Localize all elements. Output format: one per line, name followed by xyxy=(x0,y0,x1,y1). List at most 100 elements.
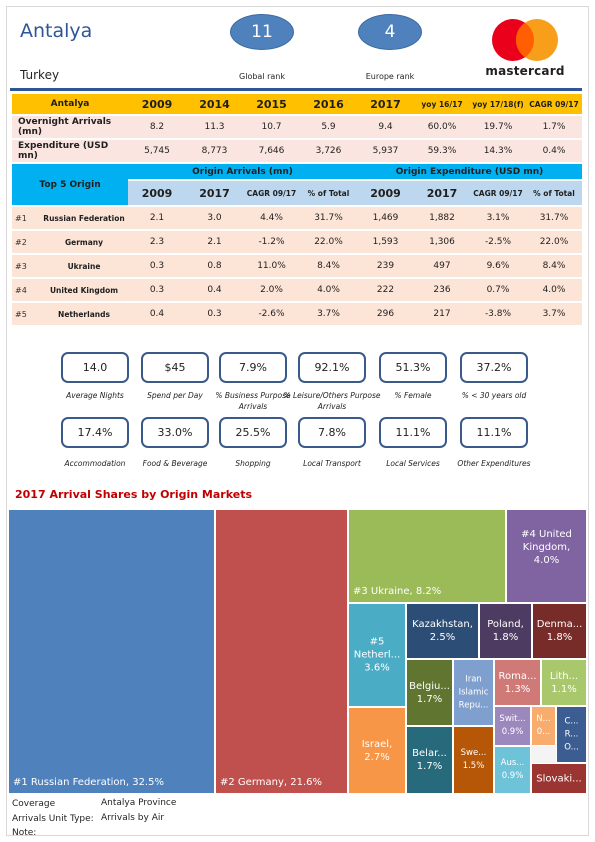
kpi-label: % Female xyxy=(394,391,432,400)
origin-name: Ukraine xyxy=(67,261,101,271)
origin-name-cell: #4 United Kingdom xyxy=(12,278,128,303)
summary-header-2015: 2015 xyxy=(243,94,300,116)
treemap-cell: Belar... 1.7% xyxy=(406,726,453,794)
treemap-cell: Roma... 1.3% xyxy=(494,659,541,706)
city-name: Antalya xyxy=(20,20,93,42)
kpi-value: $45 xyxy=(141,352,209,383)
cell: 0.4 xyxy=(128,302,186,327)
cell: 222 xyxy=(357,278,414,303)
cell: 217 xyxy=(414,302,470,327)
global-rank-badge: 11 xyxy=(230,14,294,50)
treemap-cell: Kazakhstan, 2.5% xyxy=(406,603,479,659)
treemap-cell: N... 0... xyxy=(531,706,556,746)
cell: 1,593 xyxy=(357,230,414,255)
kpi-value: 7.9% xyxy=(219,352,287,383)
cell: 9.6% xyxy=(470,254,526,279)
cell: 4.4% xyxy=(243,206,300,231)
coverage-value: Antalya Province xyxy=(101,798,177,808)
cell: 2.3 xyxy=(128,230,186,255)
cell: 14.3% xyxy=(470,139,526,164)
cell: 59.3% xyxy=(414,139,470,164)
report-frame xyxy=(6,6,589,836)
treemap-cell: #4 United Kingdom, 4.0% xyxy=(506,509,587,603)
cell: 236 xyxy=(414,278,470,303)
mastercard-logo-icon xyxy=(492,19,558,61)
arrival-shares-treemap: #1 Russian Federation, 32.5% #2 Germany, … xyxy=(8,509,587,794)
kpi-label: Local Services xyxy=(386,459,440,468)
treemap-cell-label: #1 Russian Federation, 32.5% xyxy=(13,777,164,788)
cell: 11.3 xyxy=(186,115,243,140)
cell: 7,646 xyxy=(243,139,300,164)
cell: 31.7% xyxy=(526,206,582,231)
treemap-cell-label: #5 Netherl... 3.6% xyxy=(353,636,401,674)
treemap-cell-label: Swe... 1.5% xyxy=(460,748,487,771)
kpi-value: 17.4% xyxy=(61,417,129,448)
origin-name: Germany xyxy=(64,237,104,247)
cell: 0.8 xyxy=(186,254,243,279)
treemap-cell: Aus... 0.9% xyxy=(494,746,531,794)
treemap-cell-label: Poland, 1.8% xyxy=(487,619,524,643)
cell: -1.2% xyxy=(243,230,300,255)
treemap-cell: Slovaki... xyxy=(531,763,587,794)
cell: 1.7% xyxy=(526,115,582,140)
origin-row: #4 United Kingdom 0.3 0.4 2.0% 4.0% 222 236 0.7%… xyxy=(12,278,582,303)
treemap-title: 2017 Arrival Shares by Origin Markets xyxy=(15,488,253,501)
origin-row: #1 Russian Federation 2.1 3.0 4.4% 31.7% 1,469… xyxy=(12,206,582,231)
treemap-cell: #5 Netherl... 3.6% xyxy=(348,603,406,707)
treemap-cell: Swit... 0.9% xyxy=(494,706,531,746)
summary-header-yoy1718: yoy 17/18(f) xyxy=(470,94,526,116)
cell: 22.0% xyxy=(526,230,582,255)
sub-header: 2017 xyxy=(414,180,470,207)
cell: 3.7% xyxy=(300,302,357,327)
cell: 296 xyxy=(357,302,414,327)
summary-header-2017: 2017 xyxy=(357,94,414,116)
kpi-label: Accommodation xyxy=(64,459,126,468)
summary-header-2009: 2009 xyxy=(128,94,186,116)
summary-row-arrivals: Overnight Arrivals (mn) 8.2 11.3 10.7 5.… xyxy=(12,115,582,140)
cell: 10.7 xyxy=(243,115,300,140)
global-rank-label: Global rank xyxy=(239,72,285,81)
origin-name: United Kingdom xyxy=(49,285,119,295)
summary-header-cagr: CAGR 09/17 xyxy=(526,94,582,116)
treemap-cell: C... R... O... xyxy=(556,706,587,763)
treemap-cell: Iran Islamic Repu... xyxy=(453,659,494,726)
origin-title: Top 5 Origin xyxy=(12,163,128,207)
treemap-cell: Israel, 2.7% xyxy=(348,707,406,794)
summary-header-city: Antalya xyxy=(12,94,128,116)
kpi-value: 11.1% xyxy=(379,417,447,448)
europe-rank-label: Europe rank xyxy=(365,72,415,81)
cell: 8.2 xyxy=(128,115,186,140)
origin-row: #5 Netherlands 0.4 0.3 -2.6% 3.7% 296 217 -3.8% 3… xyxy=(12,302,582,327)
cell: 11.0% xyxy=(243,254,300,279)
cell: 8,773 xyxy=(186,139,243,164)
treemap-cell-label: Israel, 2.7% xyxy=(361,738,393,763)
treemap-cell: #2 Germany, 21.6% xyxy=(215,509,348,794)
row-label: Expenditure (USD mn) xyxy=(12,139,128,164)
treemap-cell: #1 Russian Federation, 32.5% xyxy=(8,509,215,794)
note-label: Note: xyxy=(12,828,37,838)
treemap-cell: Swe... 1.5% xyxy=(453,726,494,794)
summary-row-expenditure: Expenditure (USD mn) 5,745 8,773 7,646 3… xyxy=(12,139,582,164)
cell: 8.4% xyxy=(300,254,357,279)
kpi-label: Local Transport xyxy=(303,459,361,468)
sub-header: CAGR 09/17 xyxy=(243,180,300,207)
treemap-cell-label: Roma... 1.3% xyxy=(498,670,537,695)
kpi-label: Average Nights xyxy=(66,391,124,400)
cell: 5,937 xyxy=(357,139,414,164)
cell: 0.3 xyxy=(128,278,186,303)
cell: 5,745 xyxy=(128,139,186,164)
cell: 4.0% xyxy=(526,278,582,303)
treemap-cell-label: Slovaki... xyxy=(536,773,582,784)
treemap-cell: Denma... 1.8% xyxy=(532,603,587,659)
europe-rank-badge: 4 xyxy=(358,14,422,50)
origin-name: Netherlands xyxy=(58,309,110,319)
origin-expenditure-title: Origin Expenditure (USD mn) xyxy=(357,163,582,181)
sub-header: 2009 xyxy=(357,180,414,207)
cell: 5.9 xyxy=(300,115,357,140)
treemap-cell-label: Belgiu... 1.7% xyxy=(409,680,450,705)
treemap-cell: Lith... 1.1% xyxy=(541,659,587,706)
cell: 3.0 xyxy=(186,206,243,231)
cell: 0.3 xyxy=(186,302,243,327)
treemap-cell-label: #4 United Kingdom, 4.0% xyxy=(521,529,572,566)
cell: 0.4% xyxy=(526,139,582,164)
